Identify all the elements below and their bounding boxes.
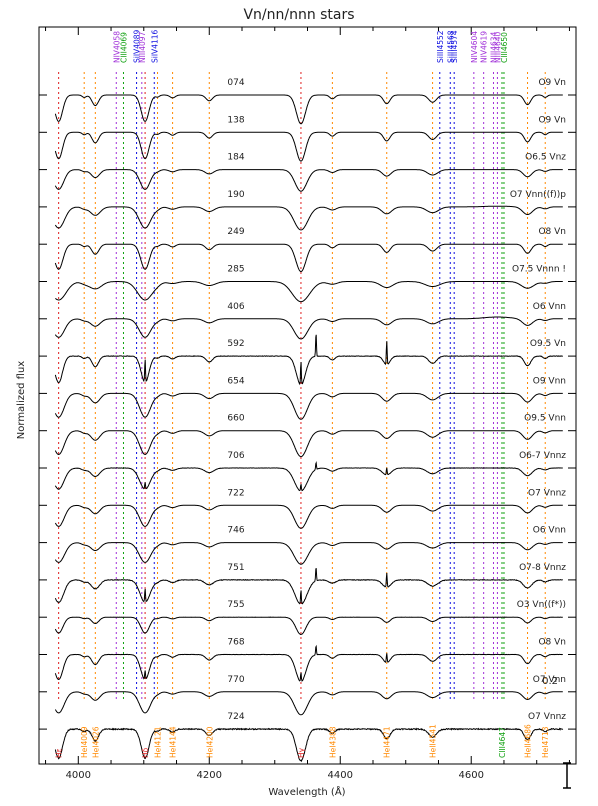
star-id-label: 190: [227, 190, 244, 200]
top-line-label: NIII4640: [493, 31, 502, 63]
star-id-label: 654: [227, 376, 244, 386]
star-id-label: 722: [227, 488, 244, 498]
star-id-label: 724: [227, 712, 244, 722]
star-id-label: 660: [227, 414, 244, 424]
y-axis-label: Normalized flux: [16, 361, 27, 440]
top-line-label: SiIII4568: [446, 30, 455, 63]
spectral-type-label: O7 Vnnz: [528, 712, 566, 722]
spectral-type-label: O7 Vnnz: [528, 488, 566, 498]
star-id-label: 746: [227, 526, 244, 536]
bottom-line-label: Hγ: [297, 747, 306, 758]
spectrum-654: [54, 392, 563, 420]
star-id-label: 285: [227, 265, 244, 275]
x-tick-label: 4600: [458, 770, 483, 781]
star-id-label: 592: [227, 339, 244, 349]
spectral-type-label: O6-7 Vnnz: [519, 451, 566, 461]
star-id-label: 184: [227, 153, 244, 163]
axes: 4000 4200 4400 4600: [39, 27, 576, 781]
plot-frame: [38, 26, 577, 765]
spectral-type-label: O6.5 Vnz: [525, 153, 566, 163]
spectral-type-label: O7 Vnn((f))p: [510, 190, 566, 200]
spectrum-190: [54, 205, 563, 231]
star-id-label: 751: [227, 563, 244, 573]
top-line-label: SiIII4574: [450, 30, 459, 63]
bottom-line-label: HeII4686: [524, 724, 533, 758]
spectral-type-label: O3 Vn((f*)): [517, 600, 566, 610]
top-line-label: CIII4069: [119, 32, 128, 63]
bottom-line-label: CIII4647: [498, 727, 507, 758]
scale-bar-label: 0.2: [542, 676, 558, 687]
bottom-line-label: Hδ: [141, 747, 150, 758]
top-line-label: NIV4058: [112, 31, 121, 63]
spectrum-768: [54, 644, 563, 682]
spectrum-755: [54, 616, 563, 636]
top-line-label: SiIII4552: [436, 30, 445, 63]
x-tick-label: 4400: [328, 770, 353, 781]
spectral-type-label: O7.5 Vnnn !: [512, 265, 566, 275]
spectral-type-label: O9 Vnn: [533, 376, 566, 386]
bottom-line-label: HeI4144: [169, 726, 178, 758]
spectrum-184: [54, 169, 563, 192]
bottom-line-label: HeI4009: [80, 726, 89, 758]
bottom-line-label: HeI4471: [383, 726, 392, 758]
spectrum-592: [54, 334, 563, 386]
top-line-label: NIII4097: [138, 31, 147, 63]
top-line-label: SiIV4116: [150, 29, 159, 63]
bottom-line-label: Hε: [55, 748, 64, 758]
spectral-type-label: O6 Vnn: [533, 302, 566, 312]
spectral-type-label: O9.5 Vn: [530, 339, 566, 349]
bottom-line-label: HeI4713: [541, 726, 550, 758]
spectrum-746: [54, 542, 563, 565]
spectrum-660: [54, 430, 563, 458]
spectrum-249: [54, 243, 563, 273]
bottom-line-label: HeI4121: [154, 726, 163, 758]
star-id-label: 138: [227, 115, 244, 125]
top-line-label: NIII4634: [489, 31, 498, 63]
top-line-label: NIV4619: [480, 31, 489, 63]
spectral-type-label: O8 Vn: [538, 227, 566, 237]
line-guides: [58, 72, 546, 700]
spectrum-724: [54, 727, 564, 763]
star-id-label: 770: [227, 675, 244, 685]
spectral-type-label: O8 Vn: [538, 638, 566, 648]
bottom-line-label: HeI4026: [91, 726, 100, 758]
spectral-type-label: O9 Vn: [538, 78, 566, 88]
bottom-line-label: HeII4541: [429, 724, 438, 758]
spectral-type-label: O9.5 Vnn: [524, 414, 566, 424]
bottom-line-label: HeI4200: [205, 726, 214, 758]
star-id-label: 706: [227, 451, 244, 461]
spectrum-751: [54, 568, 563, 605]
bottom-line-label: HeI4388: [328, 726, 337, 758]
spectral-type-label: O7-8 Vnnz: [519, 563, 566, 573]
spectrum-285: [55, 281, 563, 303]
spectra-labels: 074 O9 Vn 138 O9 Vn 184 O6.5 Vnz 190 O7 Vnn((f)…: [227, 78, 566, 722]
x-tick-label: 4000: [66, 770, 91, 781]
x-axis-label: Wavelength (Å): [268, 785, 345, 798]
star-id-label: 249: [227, 227, 244, 237]
spectrum-722: [54, 504, 563, 529]
spectrum-770: [54, 691, 563, 716]
spectra-group: [54, 94, 564, 763]
star-id-label: 074: [227, 78, 244, 88]
star-id-label: 406: [227, 302, 244, 312]
spectrum-406: [54, 316, 563, 340]
top-line-label: CIII4650: [500, 32, 509, 63]
top-line-label: SiIV4089: [133, 29, 142, 63]
spectrum-706: [54, 461, 563, 492]
star-id-label: 755: [227, 600, 244, 610]
spectrum-138: [54, 131, 563, 162]
scale-bar: 0.2: [542, 676, 571, 789]
chart-title: Vn/nn/nnn stars: [243, 7, 354, 23]
spectrum-074: [54, 94, 563, 125]
spectral-type-label: O7 Vnn: [533, 675, 566, 685]
spectral-type-label: O9 Vn: [538, 115, 566, 125]
spectral-type-label: O6 Vnn: [533, 526, 566, 536]
star-id-label: 768: [227, 638, 244, 648]
top-line-label: NIV4604: [470, 31, 479, 63]
x-tick-label: 4200: [197, 770, 222, 781]
